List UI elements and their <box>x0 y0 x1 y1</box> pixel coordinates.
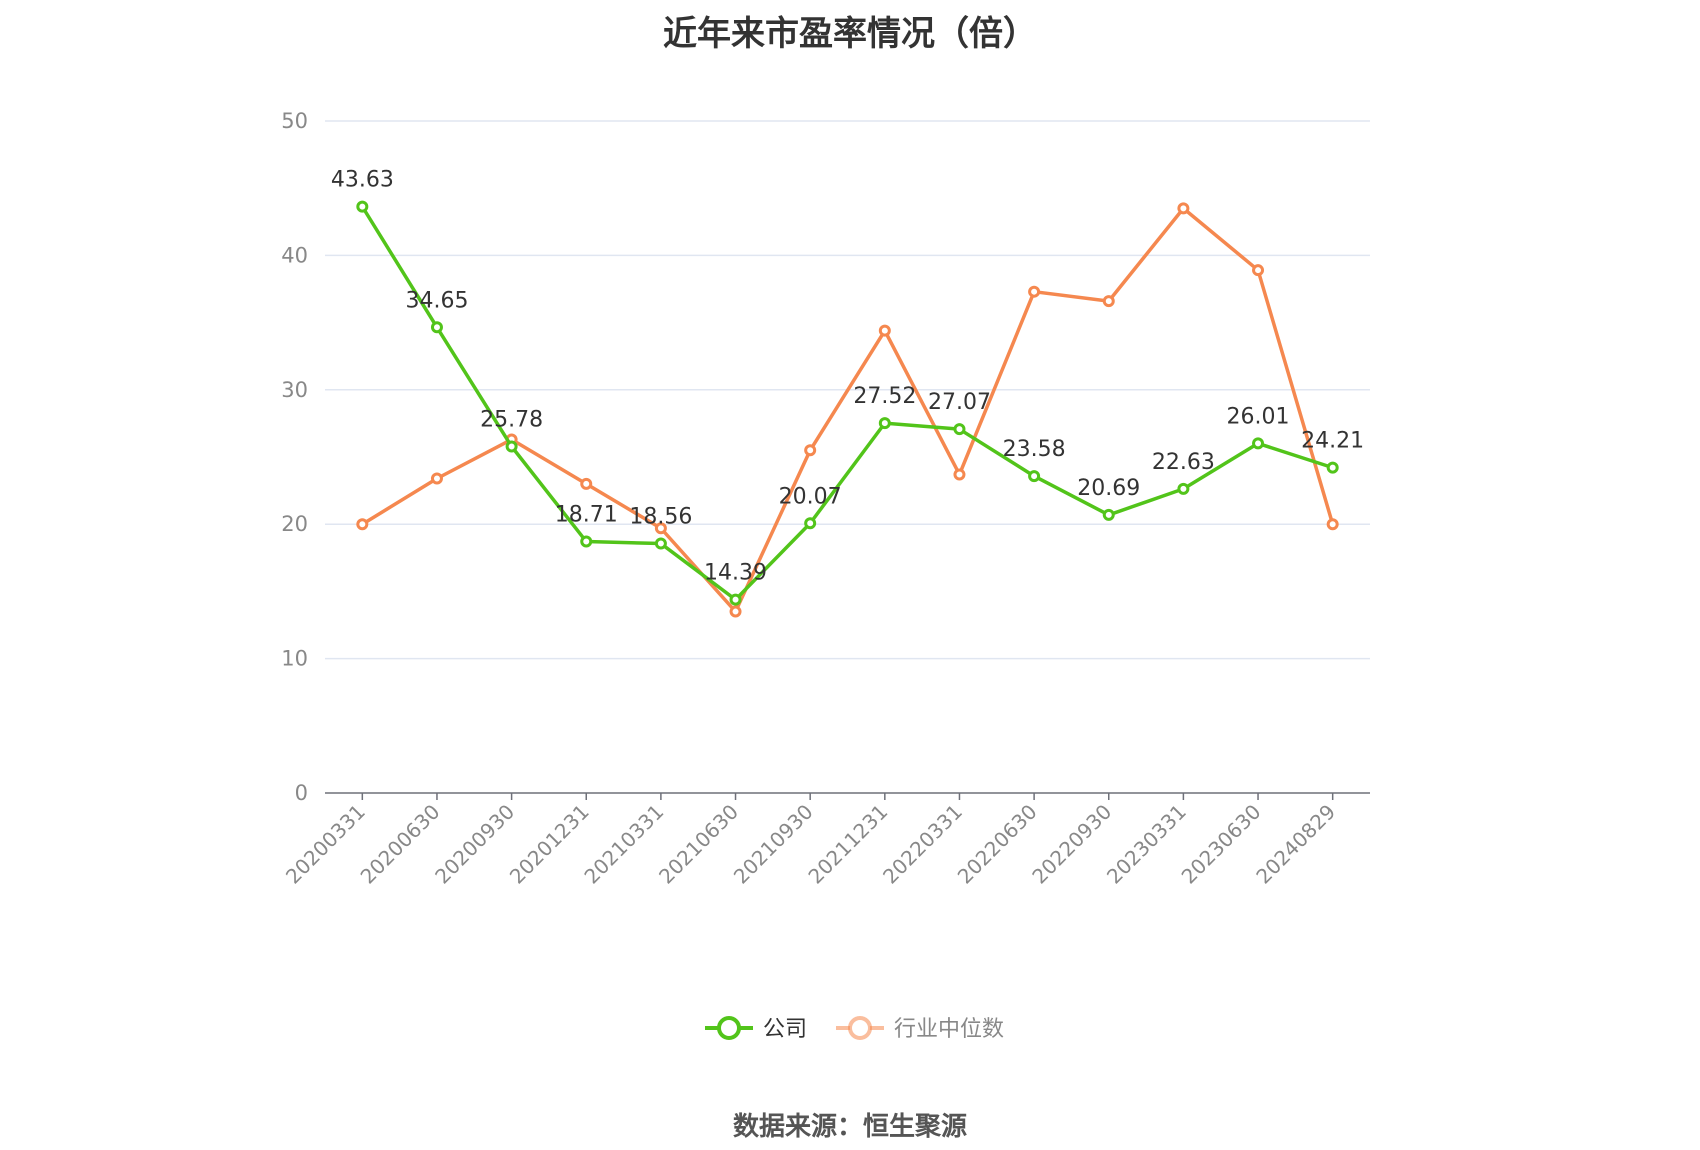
data-point[interactable] <box>356 518 369 531</box>
legend-label: 公司 <box>763 1017 807 1042</box>
y-tick-label: 20 <box>281 512 308 536</box>
data-label: 18.56 <box>629 505 692 530</box>
x-tick-label: 20200630 <box>356 800 445 889</box>
data-point[interactable] <box>580 535 593 548</box>
data-point[interactable] <box>953 423 966 436</box>
x-tick-label: 20210930 <box>729 800 818 889</box>
x-tick-label: 20230331 <box>1102 800 1191 889</box>
x-tick-label: 20200331 <box>281 800 370 889</box>
x-tick-label: 20210331 <box>579 800 668 889</box>
x-tick-label: 20210630 <box>654 800 743 889</box>
series-group <box>356 200 1339 618</box>
data-label: 43.63 <box>331 168 394 193</box>
x-tick-label: 20220331 <box>878 800 967 889</box>
data-label: 27.07 <box>928 390 991 415</box>
data-label: 14.39 <box>704 561 767 586</box>
data-label: 26.01 <box>1227 404 1290 429</box>
x-tick-label: 20220630 <box>953 800 1042 889</box>
legend-item-1[interactable]: 行业中位数 <box>836 1016 1004 1042</box>
data-label: 24.21 <box>1301 429 1364 454</box>
data-point[interactable] <box>1326 518 1339 531</box>
x-tick-label: 20230630 <box>1177 800 1266 889</box>
data-label: 22.63 <box>1152 450 1215 475</box>
legend[interactable]: 公司 行业中位数 <box>705 1016 1004 1042</box>
x-tick-label: 20211231 <box>803 800 892 889</box>
data-point[interactable] <box>953 468 966 481</box>
data-point[interactable] <box>1252 437 1265 450</box>
legend-marker-icon <box>717 1016 741 1040</box>
x-axis: 2020033120200630202009302020123120210331… <box>281 792 1370 889</box>
x-tick-label: 20240829 <box>1251 800 1340 889</box>
data-point[interactable] <box>1102 295 1115 308</box>
data-label: 34.65 <box>405 288 468 313</box>
data-point[interactable] <box>1028 470 1041 483</box>
data-point[interactable] <box>505 440 518 453</box>
y-tick-label: 0 <box>295 781 308 805</box>
data-point[interactable] <box>878 324 891 337</box>
data-label: 20.07 <box>779 484 842 509</box>
data-label: 18.71 <box>555 503 618 528</box>
data-label: 25.78 <box>480 408 543 433</box>
data-source-note: 数据来源：恒生聚源 <box>732 1112 967 1142</box>
data-point[interactable] <box>729 593 742 606</box>
x-tick-label: 20201231 <box>505 800 594 889</box>
legend-label: 行业中位数 <box>894 1017 1004 1042</box>
data-point[interactable] <box>654 537 667 550</box>
data-point[interactable] <box>1028 285 1041 298</box>
y-tick-label: 50 <box>281 109 308 133</box>
data-label: 23.58 <box>1003 437 1066 462</box>
data-point[interactable] <box>430 472 443 485</box>
series-line-0 <box>360 205 1334 602</box>
y-tick-label: 30 <box>281 378 308 402</box>
y-tick-label: 10 <box>281 647 308 671</box>
y-axis: 0 10 20 30 40 50 <box>281 109 308 805</box>
y-tick-label: 40 <box>281 243 308 267</box>
data-point[interactable] <box>1252 264 1265 277</box>
data-point[interactable] <box>1102 508 1115 521</box>
data-point[interactable] <box>804 444 817 457</box>
data-label: 20.69 <box>1077 476 1140 501</box>
data-point[interactable] <box>1177 202 1190 215</box>
data-labels: 43.63 34.65 25.78 18.71 18.56 14.39 20.07 27.52… <box>331 168 1364 586</box>
data-point[interactable] <box>356 200 369 213</box>
legend-marker-icon <box>848 1016 872 1040</box>
x-tick-label: 20220930 <box>1027 800 1116 889</box>
series-line-1 <box>361 206 1335 614</box>
x-tick-label: 20200930 <box>430 800 519 889</box>
data-point[interactable] <box>654 522 667 535</box>
chart-title: 近年来市盈率情况（倍） <box>663 14 1037 54</box>
data-point[interactable] <box>729 605 742 618</box>
data-point[interactable] <box>804 517 817 530</box>
data-point[interactable] <box>580 477 593 490</box>
data-point[interactable] <box>878 417 891 430</box>
data-point[interactable] <box>1326 461 1339 474</box>
data-point[interactable] <box>1177 482 1190 495</box>
legend-item-0[interactable]: 公司 <box>705 1016 807 1042</box>
data-point[interactable] <box>430 321 443 334</box>
data-label: 27.52 <box>853 384 916 409</box>
